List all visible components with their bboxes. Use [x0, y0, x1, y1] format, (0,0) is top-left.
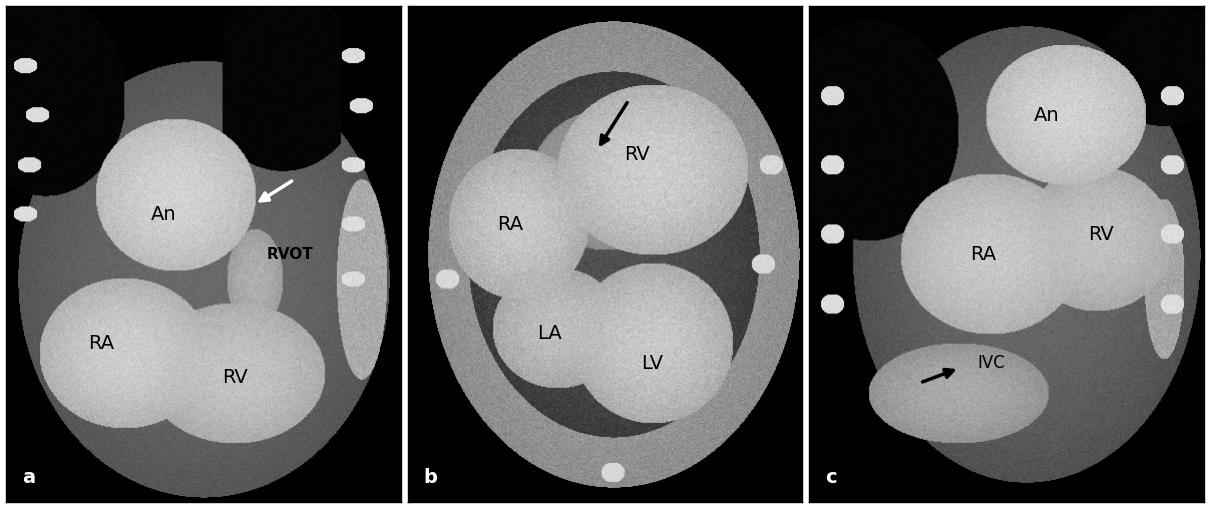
Text: LV: LV	[641, 353, 663, 373]
Text: b: b	[424, 468, 438, 487]
Text: RVOT: RVOT	[266, 246, 313, 262]
Text: RV: RV	[623, 146, 650, 164]
Text: c: c	[825, 468, 837, 487]
Text: a: a	[22, 468, 35, 487]
Text: RV: RV	[1089, 225, 1114, 244]
Text: RA: RA	[497, 215, 524, 234]
Text: RV: RV	[221, 369, 248, 387]
Text: RA: RA	[970, 244, 996, 264]
Text: LA: LA	[537, 324, 563, 343]
Text: An: An	[1033, 105, 1059, 125]
Text: RA: RA	[87, 334, 114, 353]
Text: An: An	[151, 205, 177, 224]
Text: IVC: IVC	[976, 354, 1004, 372]
